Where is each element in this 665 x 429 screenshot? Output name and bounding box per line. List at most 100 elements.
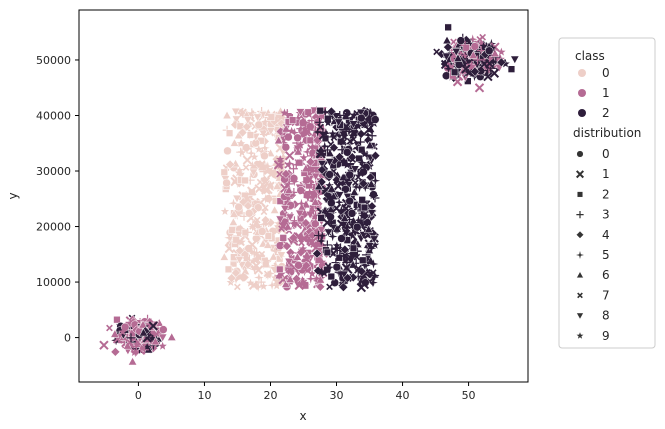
data-point xyxy=(247,246,257,257)
legend-distribution-marker xyxy=(576,271,584,279)
data-point xyxy=(243,116,253,125)
data-point xyxy=(324,158,335,167)
data-point xyxy=(369,191,378,200)
data-point xyxy=(252,113,263,122)
data-point xyxy=(294,261,303,270)
data-point xyxy=(316,236,326,246)
data-point xyxy=(313,239,322,248)
data-point xyxy=(370,150,381,161)
data-point xyxy=(308,269,317,278)
y-axis-label: y xyxy=(6,192,20,199)
data-point xyxy=(246,278,255,287)
data-point xyxy=(242,155,253,165)
data-point xyxy=(442,35,452,45)
data-point xyxy=(460,51,469,60)
data-point xyxy=(450,68,459,76)
data-point xyxy=(140,345,150,355)
data-point xyxy=(283,193,293,203)
data-point xyxy=(295,108,306,117)
data-point xyxy=(254,144,263,153)
data-point xyxy=(352,222,362,232)
data-point xyxy=(294,280,304,291)
legend-class-marker xyxy=(578,109,586,117)
data-point xyxy=(346,254,356,263)
data-point xyxy=(234,256,245,265)
data-point xyxy=(126,333,136,343)
data-point xyxy=(237,148,247,157)
data-point xyxy=(310,162,319,171)
data-point xyxy=(353,215,364,225)
data-point xyxy=(261,162,271,171)
data-point xyxy=(150,336,161,346)
data-point xyxy=(237,109,246,118)
data-point xyxy=(222,178,231,188)
data-point xyxy=(306,165,315,173)
data-point xyxy=(258,160,266,167)
data-point xyxy=(267,280,277,290)
data-point xyxy=(460,59,469,68)
data-point xyxy=(253,216,261,224)
data-point xyxy=(358,196,366,204)
y-tick-label: 40000 xyxy=(36,109,71,122)
data-point xyxy=(253,203,263,212)
data-point xyxy=(285,213,295,223)
cluster-bottom-left xyxy=(99,314,177,366)
data-point xyxy=(138,320,148,329)
data-point xyxy=(339,138,347,146)
data-point xyxy=(340,132,349,140)
data-point xyxy=(317,241,326,250)
data-point xyxy=(260,208,268,216)
data-point xyxy=(242,144,252,154)
data-point xyxy=(272,181,282,190)
data-point xyxy=(484,46,494,56)
data-point xyxy=(106,324,113,332)
data-point xyxy=(242,143,251,152)
legend-distribution-marker xyxy=(576,191,584,198)
data-point xyxy=(314,231,323,240)
data-point xyxy=(296,140,305,149)
data-point xyxy=(341,226,352,236)
legend-distribution-marker xyxy=(576,210,584,219)
legend-class-label: 2 xyxy=(602,106,610,120)
data-point xyxy=(296,198,307,209)
data-point xyxy=(246,131,255,139)
data-point xyxy=(316,226,327,235)
data-point xyxy=(99,340,109,350)
data-point xyxy=(510,55,520,65)
data-point xyxy=(358,178,369,189)
data-point xyxy=(501,59,510,68)
cluster-middle-class-1 xyxy=(273,105,328,292)
data-point xyxy=(237,127,248,138)
data-point xyxy=(473,55,482,65)
data-point xyxy=(349,156,357,163)
data-point xyxy=(308,196,318,206)
y-tick-label: 20000 xyxy=(36,221,71,234)
data-point xyxy=(318,130,329,141)
x-tick-label: 10 xyxy=(197,389,211,402)
data-point xyxy=(319,141,330,152)
x-tick-label: 30 xyxy=(330,389,344,402)
legend-distribution-marker xyxy=(576,251,584,259)
data-point xyxy=(338,220,348,230)
data-point xyxy=(476,46,486,55)
data-point xyxy=(244,209,254,218)
data-point xyxy=(231,274,241,284)
x-tick-label: 0 xyxy=(135,389,142,402)
data-point xyxy=(224,232,234,243)
data-point xyxy=(460,40,470,50)
data-point xyxy=(258,185,268,195)
data-point xyxy=(359,162,367,170)
data-point xyxy=(364,115,373,124)
data-point xyxy=(220,207,230,215)
data-point xyxy=(462,44,470,52)
data-point xyxy=(342,273,353,283)
data-point xyxy=(242,121,252,132)
data-point xyxy=(346,137,354,145)
data-point xyxy=(222,110,232,120)
data-point xyxy=(370,270,380,281)
data-point xyxy=(287,126,296,135)
x-axis: 0 10 20 30 40 50 xyxy=(135,382,476,402)
cluster-middle-class-2 xyxy=(312,106,381,293)
data-point xyxy=(276,197,284,205)
data-point xyxy=(332,224,342,233)
